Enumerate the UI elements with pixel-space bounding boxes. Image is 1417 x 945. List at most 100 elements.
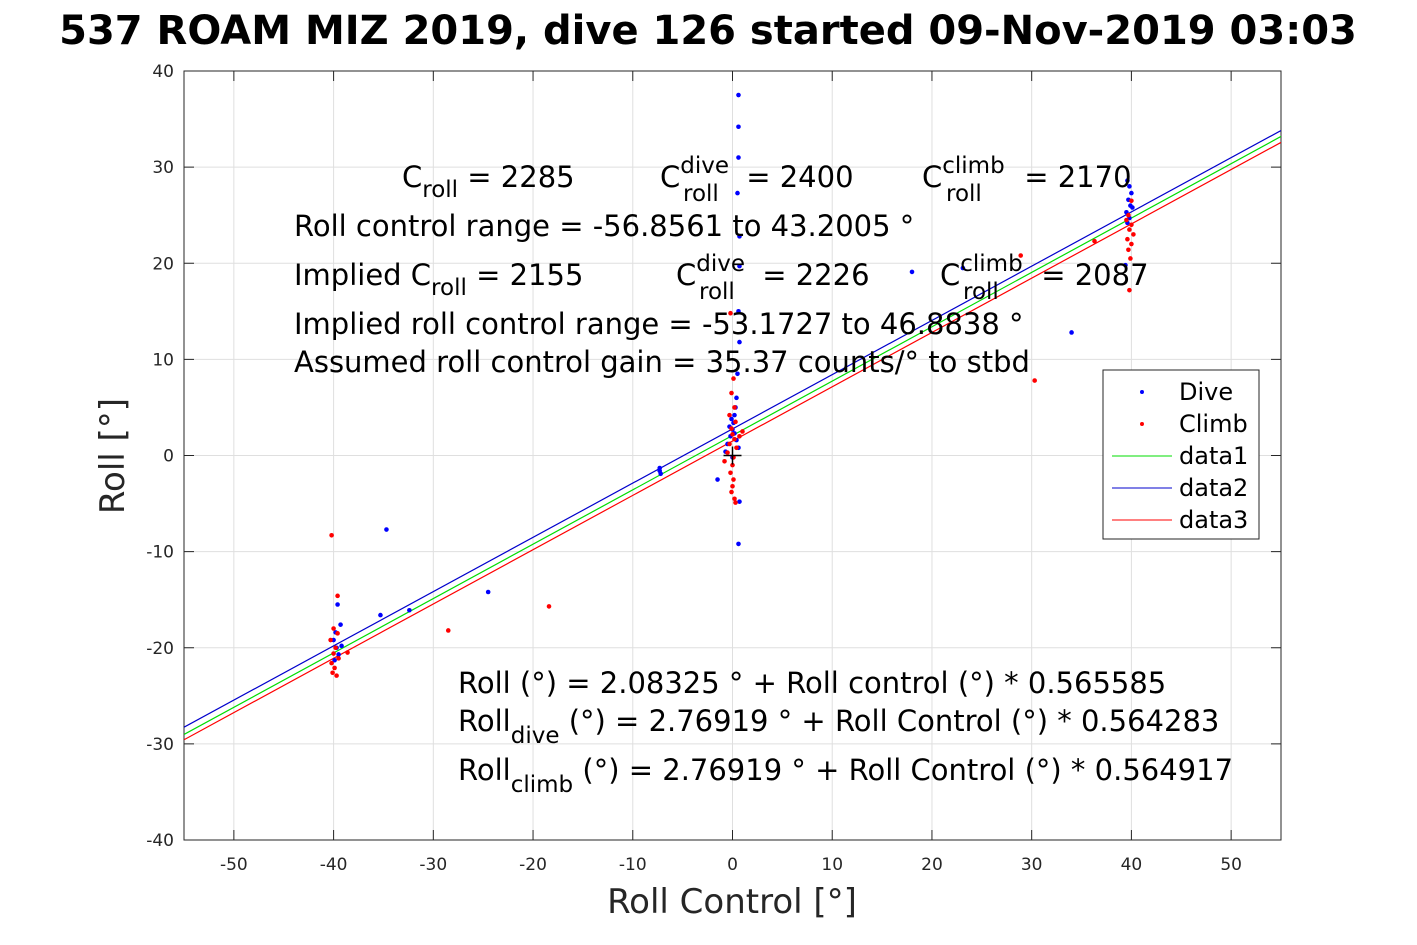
point-dive xyxy=(1130,205,1135,210)
point-climb xyxy=(1126,247,1131,253)
legend-label-climb: Climb xyxy=(1179,410,1248,438)
legend-marker-dive xyxy=(1140,390,1144,394)
legend-label-data3: data3 xyxy=(1179,506,1248,534)
point-climb xyxy=(1124,217,1129,223)
legend-marker-climb xyxy=(1140,422,1144,426)
annotation-implied-c-roll-dive: Cdive roll = 2226 xyxy=(676,251,870,305)
point-climb xyxy=(729,489,734,495)
point-dive xyxy=(335,602,340,607)
y-tick-label: 20 xyxy=(152,254,174,274)
point-climb xyxy=(733,500,738,505)
point-climb xyxy=(1032,378,1037,383)
legend: Dive Climb data1 data2 data3 xyxy=(1102,369,1260,540)
point-dive xyxy=(736,309,741,314)
y-axis-label: Roll [°] xyxy=(93,398,133,514)
point-climb xyxy=(335,631,340,636)
point-climb xyxy=(731,477,736,482)
point-climb xyxy=(740,429,745,434)
point-climb xyxy=(732,496,737,502)
point-dive xyxy=(1123,262,1128,268)
x-axis-ticks: -50 -40 -30 -20 -10 0 10 20 30 40 50 xyxy=(220,71,1242,875)
annotation-fit-climb: Rollclimb (°) = 2.76919 ° + Roll Control… xyxy=(458,753,1233,798)
y-tick-label: -40 xyxy=(146,831,174,851)
point-climb xyxy=(725,450,730,455)
x-tick-label: -50 xyxy=(220,855,248,875)
x-tick-label: 10 xyxy=(821,855,843,875)
point-dive xyxy=(737,234,742,239)
point-climb xyxy=(345,650,350,655)
x-axis-label: Roll Control [°] xyxy=(607,882,857,922)
point-climb xyxy=(1129,198,1134,204)
scatter-points xyxy=(328,92,1136,678)
x-tick-label: 40 xyxy=(1121,855,1143,875)
point-dive xyxy=(736,155,741,160)
x-tick-label: -30 xyxy=(419,855,447,875)
x-tick-label: 0 xyxy=(727,855,738,875)
point-climb xyxy=(331,626,336,631)
point-dive xyxy=(734,395,739,401)
legend-box xyxy=(1102,369,1260,540)
x-tick-label: 30 xyxy=(1021,855,1043,875)
point-climb xyxy=(1127,227,1132,232)
point-climb xyxy=(729,426,734,431)
point-climb xyxy=(1018,253,1024,258)
point-climb xyxy=(728,310,733,316)
annotation-fit-dive: Rolldive (°) = 2.76919 ° + Roll Control … xyxy=(458,704,1219,749)
point-climb xyxy=(1131,232,1136,237)
point-climb xyxy=(331,651,336,656)
point-climb xyxy=(329,532,334,538)
annotation-c-roll-dive: Cdive roll = 2400 xyxy=(660,153,854,207)
point-climb xyxy=(733,419,738,425)
point-climb xyxy=(730,432,735,437)
point-dive xyxy=(485,589,491,595)
legend-label-dive: Dive xyxy=(1179,378,1233,406)
point-climb xyxy=(1125,236,1130,242)
point-climb xyxy=(336,656,341,661)
point-climb xyxy=(729,390,734,396)
point-climb xyxy=(329,660,334,666)
point-climb xyxy=(335,593,340,599)
point-climb xyxy=(334,673,339,678)
point-dive xyxy=(1127,184,1132,189)
point-dive xyxy=(737,339,742,345)
x-tick-label: 50 xyxy=(1220,855,1242,875)
point-dive xyxy=(736,92,741,98)
point-dive xyxy=(1069,330,1074,335)
point-dive xyxy=(384,527,389,532)
point-dive xyxy=(332,657,337,663)
fit-line-data3 xyxy=(184,141,1281,741)
y-tick-label: -20 xyxy=(146,639,174,659)
point-climb xyxy=(728,470,733,476)
annotation-implied-c-roll-climb: Cclimb roll = 2087 xyxy=(940,251,1149,305)
chart-title: 537 ROAM MIZ 2019, dive 126 started 09-N… xyxy=(59,8,1357,54)
y-tick-label: 30 xyxy=(152,158,174,178)
y-axis-ticks: -40 -30 -20 -10 0 10 20 30 40 xyxy=(146,62,1281,851)
point-dive xyxy=(960,265,966,271)
point-dive xyxy=(715,477,720,482)
point-climb xyxy=(1127,287,1132,293)
point-climb xyxy=(445,628,451,633)
point-dive xyxy=(729,416,734,422)
point-climb xyxy=(732,436,737,442)
annotation-c-roll: Croll = 2285 xyxy=(402,160,575,203)
point-dive xyxy=(737,499,742,504)
point-dive xyxy=(732,412,737,418)
point-dive xyxy=(909,269,915,275)
annotation-implied-c-roll: Implied Croll = 2155 xyxy=(294,258,583,301)
point-climb xyxy=(546,604,552,609)
point-dive xyxy=(735,371,740,377)
point-climb xyxy=(732,405,737,410)
point-climb xyxy=(730,483,735,489)
point-dive xyxy=(1125,178,1130,183)
point-dive xyxy=(339,643,344,649)
point-dive xyxy=(736,124,741,130)
point-dive xyxy=(336,652,341,657)
point-climb xyxy=(737,433,742,439)
x-tick-label: -40 xyxy=(320,855,348,875)
point-climb xyxy=(731,376,736,381)
point-dive xyxy=(1129,190,1134,196)
point-climb xyxy=(330,670,335,676)
annotation-fit-all: Roll (°) = 2.08325 ° + Roll control (°) … xyxy=(458,666,1166,700)
y-tick-label: 0 xyxy=(163,447,174,467)
